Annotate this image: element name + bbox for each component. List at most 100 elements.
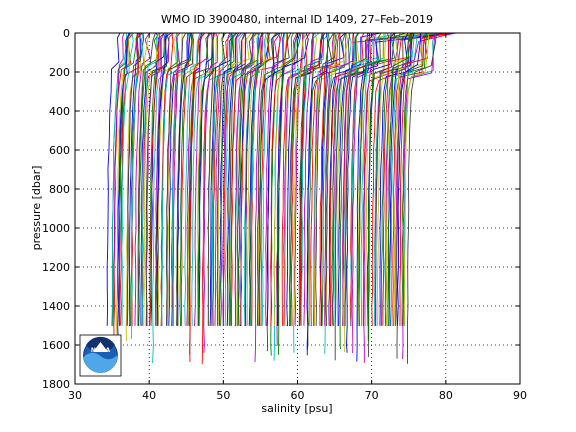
profile-line: [357, 33, 385, 326]
profile-line: [349, 33, 375, 326]
profile-line: [211, 33, 232, 326]
x-tick-label: 50: [216, 389, 230, 402]
profile-line: [116, 33, 133, 348]
profile-line: [381, 33, 412, 326]
profile-line: [188, 33, 209, 326]
profile-line: [286, 33, 309, 326]
profile-line: [230, 33, 255, 326]
profile-line: [334, 33, 359, 326]
profile-lines: [106, 33, 457, 365]
profile-line: [165, 33, 187, 326]
profile-line: [197, 33, 215, 326]
profile-line: [261, 33, 286, 326]
profile-line: [284, 33, 306, 326]
profile-line: [402, 33, 436, 359]
profile-line: [306, 33, 329, 356]
profile-line: [390, 33, 418, 326]
profile-line: [121, 33, 134, 326]
profile-line: [203, 33, 219, 353]
profile-line: [152, 33, 168, 363]
profile-line: [171, 33, 190, 326]
profile-line: [106, 33, 121, 326]
profile-line: [143, 33, 159, 326]
chart-title: WMO ID 3900480, internal ID 1409, 27–Feb…: [161, 13, 433, 26]
profile-line: [360, 33, 386, 326]
profile-line: [250, 33, 267, 326]
profile-line: [356, 33, 453, 362]
profile-line: [270, 33, 288, 326]
profile-line: [310, 33, 340, 326]
profile-line: [266, 33, 285, 326]
profile-line: [149, 33, 170, 326]
y-tick-label: 1600: [42, 339, 70, 352]
profile-line: [401, 33, 427, 326]
profile-line: [191, 33, 213, 326]
x-tick-label: 70: [365, 389, 379, 402]
noaa-logo-text: NOAA: [91, 347, 111, 354]
y-tick-label: 800: [49, 183, 70, 196]
profile-line: [379, 33, 410, 326]
profile-line: [406, 33, 437, 364]
profile-line: [134, 33, 151, 326]
profile-line: [365, 33, 395, 326]
profile-line: [160, 33, 174, 326]
x-tick-label: 90: [513, 389, 527, 402]
profile-line: [396, 33, 445, 359]
profile-line: [338, 33, 381, 326]
y-tick-label: 600: [49, 144, 70, 157]
profile-line: [240, 33, 264, 326]
profile-line: [254, 33, 281, 363]
profile-line: [290, 33, 310, 326]
x-tick-label: 60: [291, 389, 305, 402]
profile-line: [320, 33, 346, 326]
profile-line: [382, 33, 412, 326]
profile-line: [397, 33, 422, 326]
profile-line: [363, 33, 392, 363]
profile-line: [334, 33, 359, 361]
profile-line: [387, 33, 412, 326]
x-axis-label: salinity [psu]: [261, 402, 332, 415]
y-axis-label: pressure [dbar]: [30, 166, 43, 251]
profile-line: [260, 33, 283, 326]
profile-line: [230, 33, 247, 326]
profile-line: [384, 33, 414, 326]
x-tick-label: 30: [68, 389, 82, 402]
profile-line: [376, 33, 426, 326]
profile-line: [194, 33, 212, 326]
profile-line: [238, 33, 263, 326]
profile-line: [315, 33, 337, 326]
profile-line: [395, 33, 456, 326]
profile-line: [220, 33, 238, 326]
profile-line: [326, 33, 349, 326]
noaa-logo: NOAA: [79, 334, 122, 377]
profile-line: [214, 33, 231, 326]
profile-line: [293, 33, 317, 326]
profile-line: [342, 33, 369, 326]
profile-line: [179, 33, 193, 326]
profile-line: [161, 33, 179, 326]
y-tick-label: 0: [63, 27, 70, 40]
y-tick-label: 1200: [42, 261, 70, 274]
y-tick-label: 1800: [42, 378, 70, 391]
y-tick-label: 200: [49, 66, 70, 79]
profile-line: [257, 33, 277, 326]
profile-line: [196, 33, 221, 326]
profile-line: [137, 33, 156, 326]
profile-line: [299, 33, 323, 326]
profile-line: [130, 33, 145, 340]
profile-line: [226, 33, 247, 326]
profile-line: [303, 33, 324, 326]
profile-line: [198, 33, 214, 326]
profile-line: [332, 33, 453, 326]
profile-line: [141, 33, 160, 326]
profile-line: [344, 33, 424, 353]
profile-line: [111, 33, 128, 326]
profile-line: [339, 33, 369, 350]
profile-line: [228, 33, 247, 326]
x-tick-label: 80: [439, 389, 453, 402]
profile-line: [154, 33, 174, 326]
profile-line: [283, 33, 304, 326]
profile-line: [187, 33, 203, 326]
profile-line: [399, 33, 449, 326]
profile-line: [145, 33, 164, 326]
